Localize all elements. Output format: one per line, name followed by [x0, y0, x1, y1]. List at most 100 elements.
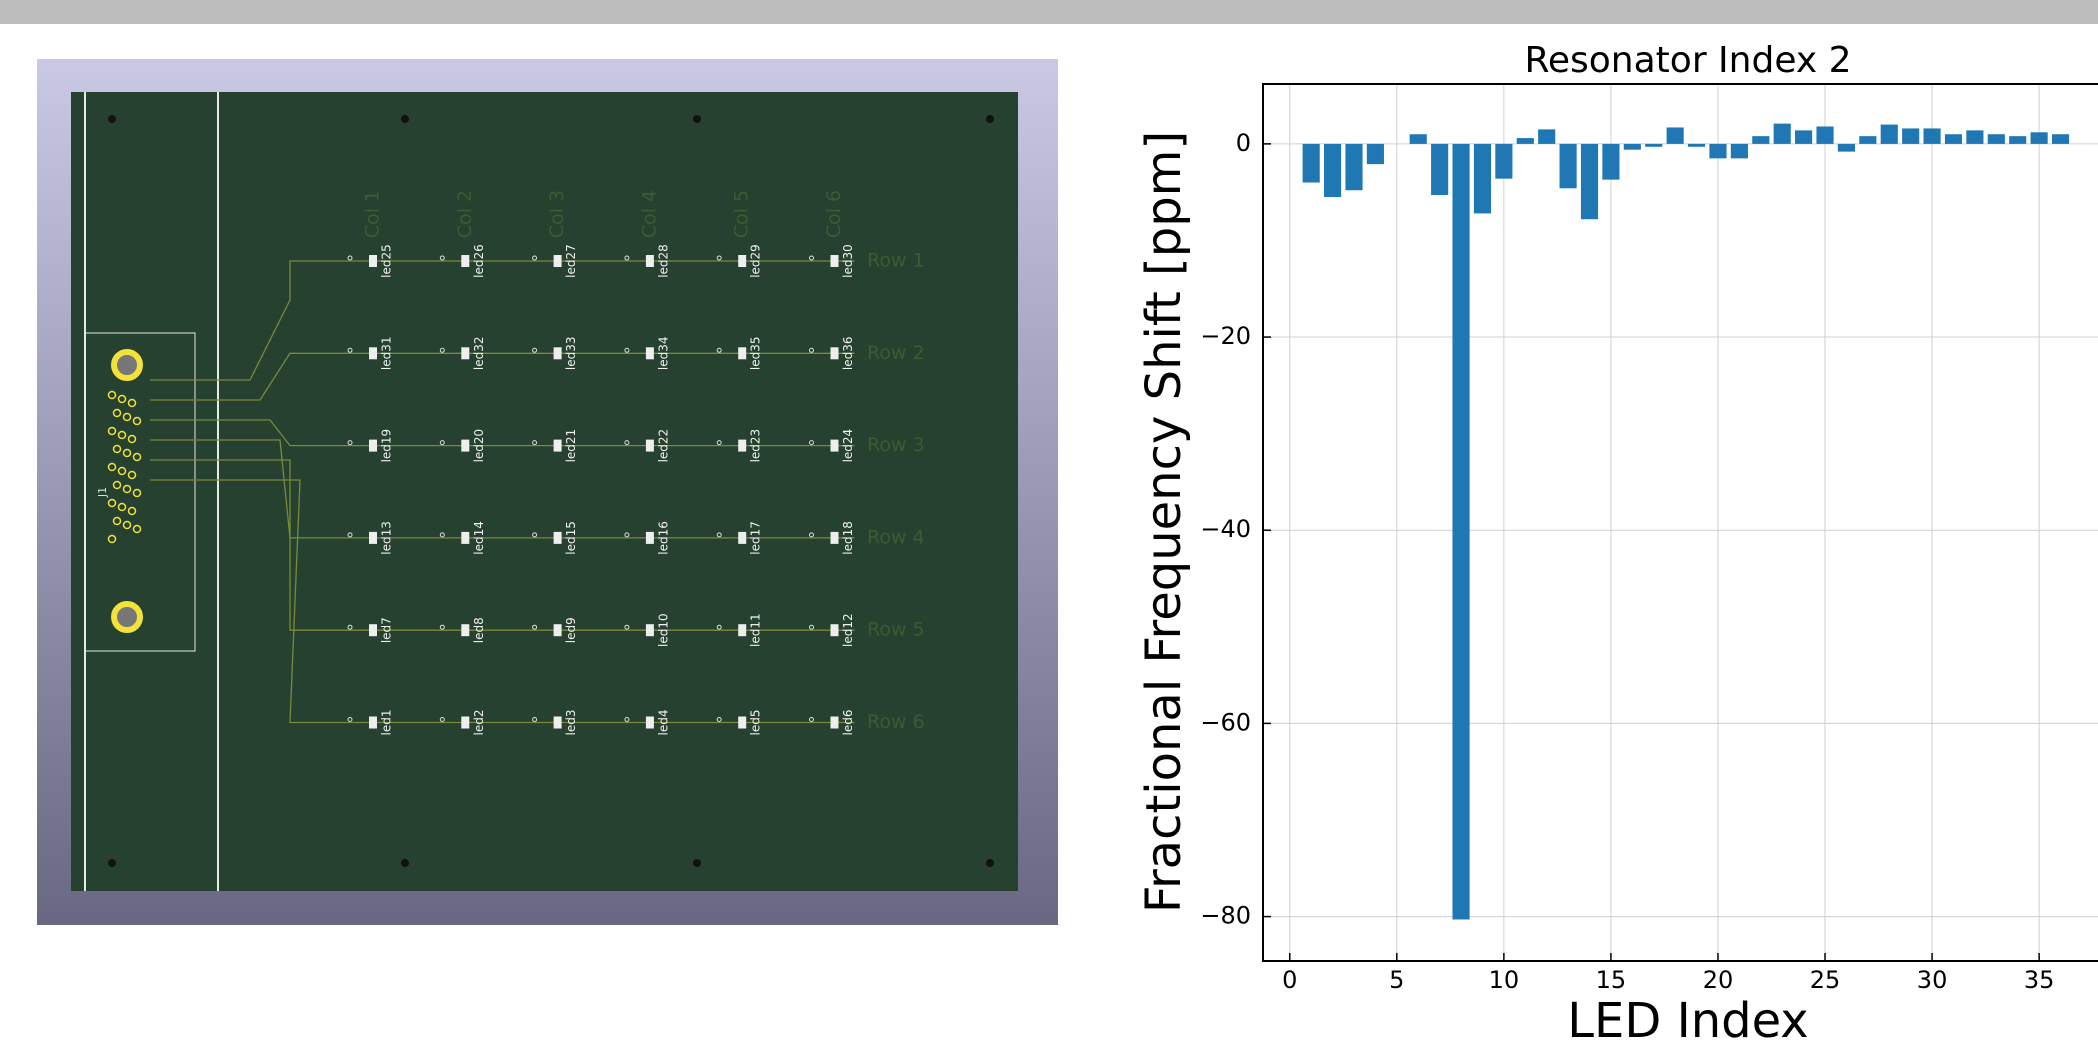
led-footprint	[554, 717, 562, 729]
led-label: led14	[472, 521, 486, 555]
led-footprint	[831, 440, 839, 452]
bar	[1624, 144, 1641, 150]
bar	[1667, 127, 1684, 143]
bar	[1752, 136, 1769, 144]
bar	[1452, 144, 1469, 920]
led-label: led16	[656, 521, 670, 555]
x-tick-label: 25	[1810, 966, 1841, 994]
led-label: led18	[841, 521, 855, 555]
led-label: led13	[380, 521, 394, 555]
led-footprint	[369, 347, 377, 359]
led-footprint	[738, 717, 746, 729]
row-label: Row 6	[867, 711, 925, 733]
led-label: led29	[749, 244, 763, 278]
connector-mount	[114, 352, 140, 378]
led-label: led23	[749, 429, 763, 463]
x-tick-label: 5	[1389, 966, 1404, 994]
led-footprint	[461, 255, 469, 267]
led-footprint	[738, 347, 746, 359]
led-label: led28	[656, 244, 670, 278]
row-label: Row 3	[867, 434, 925, 456]
bar	[1431, 144, 1448, 195]
led-label: led27	[564, 244, 578, 278]
led-label: led35	[749, 336, 763, 370]
row-label: Row 4	[867, 526, 925, 548]
led-footprint	[831, 624, 839, 636]
led-label: led6	[841, 710, 855, 736]
row-label: Row 5	[867, 619, 925, 641]
axes-frame	[1263, 84, 2098, 961]
led-footprint	[554, 347, 562, 359]
x-tick-label: 35	[2024, 966, 2055, 994]
bar	[1838, 144, 1855, 152]
led-footprint	[646, 717, 654, 729]
bar	[1988, 134, 2005, 144]
bar	[1495, 144, 1512, 179]
led-label: led5	[749, 710, 763, 736]
led-footprint	[554, 532, 562, 544]
led-label: led7	[380, 617, 394, 643]
led-label: led36	[841, 336, 855, 370]
x-tick-label: 0	[1282, 966, 1297, 994]
led-footprint	[554, 255, 562, 267]
bar	[2009, 136, 2026, 144]
bar	[1924, 128, 1941, 143]
bar	[1881, 125, 1898, 144]
column-label: Col 2	[454, 190, 476, 238]
x-tick-label: 10	[1489, 966, 1520, 994]
bar	[1410, 134, 1427, 144]
led-label: led19	[380, 429, 394, 463]
bar	[1645, 144, 1662, 147]
x-tick-label: 30	[1917, 966, 1948, 994]
led-footprint	[369, 624, 377, 636]
bar	[1581, 144, 1598, 219]
column-label: Col 1	[362, 190, 384, 238]
bar	[1731, 144, 1748, 158]
x-tick-label: 15	[1596, 966, 1627, 994]
led-footprint	[554, 624, 562, 636]
led-footprint	[461, 532, 469, 544]
bar	[1902, 128, 1919, 143]
led-label: led11	[749, 613, 763, 647]
led-footprint	[554, 440, 562, 452]
y-tick-label: 0	[1236, 129, 1251, 157]
led-label: led9	[564, 617, 578, 643]
led-footprint	[646, 440, 654, 452]
bar	[1303, 144, 1320, 183]
bar	[1816, 126, 1833, 143]
led-label: led10	[656, 613, 670, 647]
led-label: led22	[656, 429, 670, 463]
bar	[2031, 132, 2048, 144]
led-label: led25	[380, 244, 394, 278]
led-footprint	[738, 255, 746, 267]
bar	[1602, 144, 1619, 180]
connector-label: J1	[96, 487, 109, 498]
led-footprint	[646, 624, 654, 636]
bar	[2052, 134, 2069, 144]
y-axis-label: Fractional Frequency Shift [ppm]	[1136, 131, 1192, 913]
bar	[1560, 144, 1577, 188]
pcb-board	[71, 92, 1018, 891]
led-footprint	[461, 440, 469, 452]
led-label: led1	[380, 710, 394, 736]
y-tick-label: −80	[1200, 902, 1251, 930]
y-tick-label: −20	[1200, 322, 1251, 350]
bar	[1945, 134, 1962, 144]
figure: J1Col 1Col 2Col 3Col 4Col 5Col 6Row 1Row…	[0, 0, 2098, 1045]
led-label: led26	[472, 244, 486, 278]
led-label: led31	[380, 336, 394, 370]
bar	[1367, 144, 1384, 164]
row-label: Row 2	[867, 342, 925, 364]
led-footprint	[369, 717, 377, 729]
bar	[1538, 129, 1555, 143]
led-label: led21	[564, 429, 578, 463]
row-label: Row 1	[867, 250, 925, 272]
led-footprint	[831, 532, 839, 544]
led-footprint	[738, 624, 746, 636]
led-footprint	[369, 255, 377, 267]
bar	[1517, 138, 1534, 144]
y-tick-label: −60	[1200, 708, 1251, 736]
led-label: led3	[564, 710, 578, 736]
led-footprint	[738, 532, 746, 544]
